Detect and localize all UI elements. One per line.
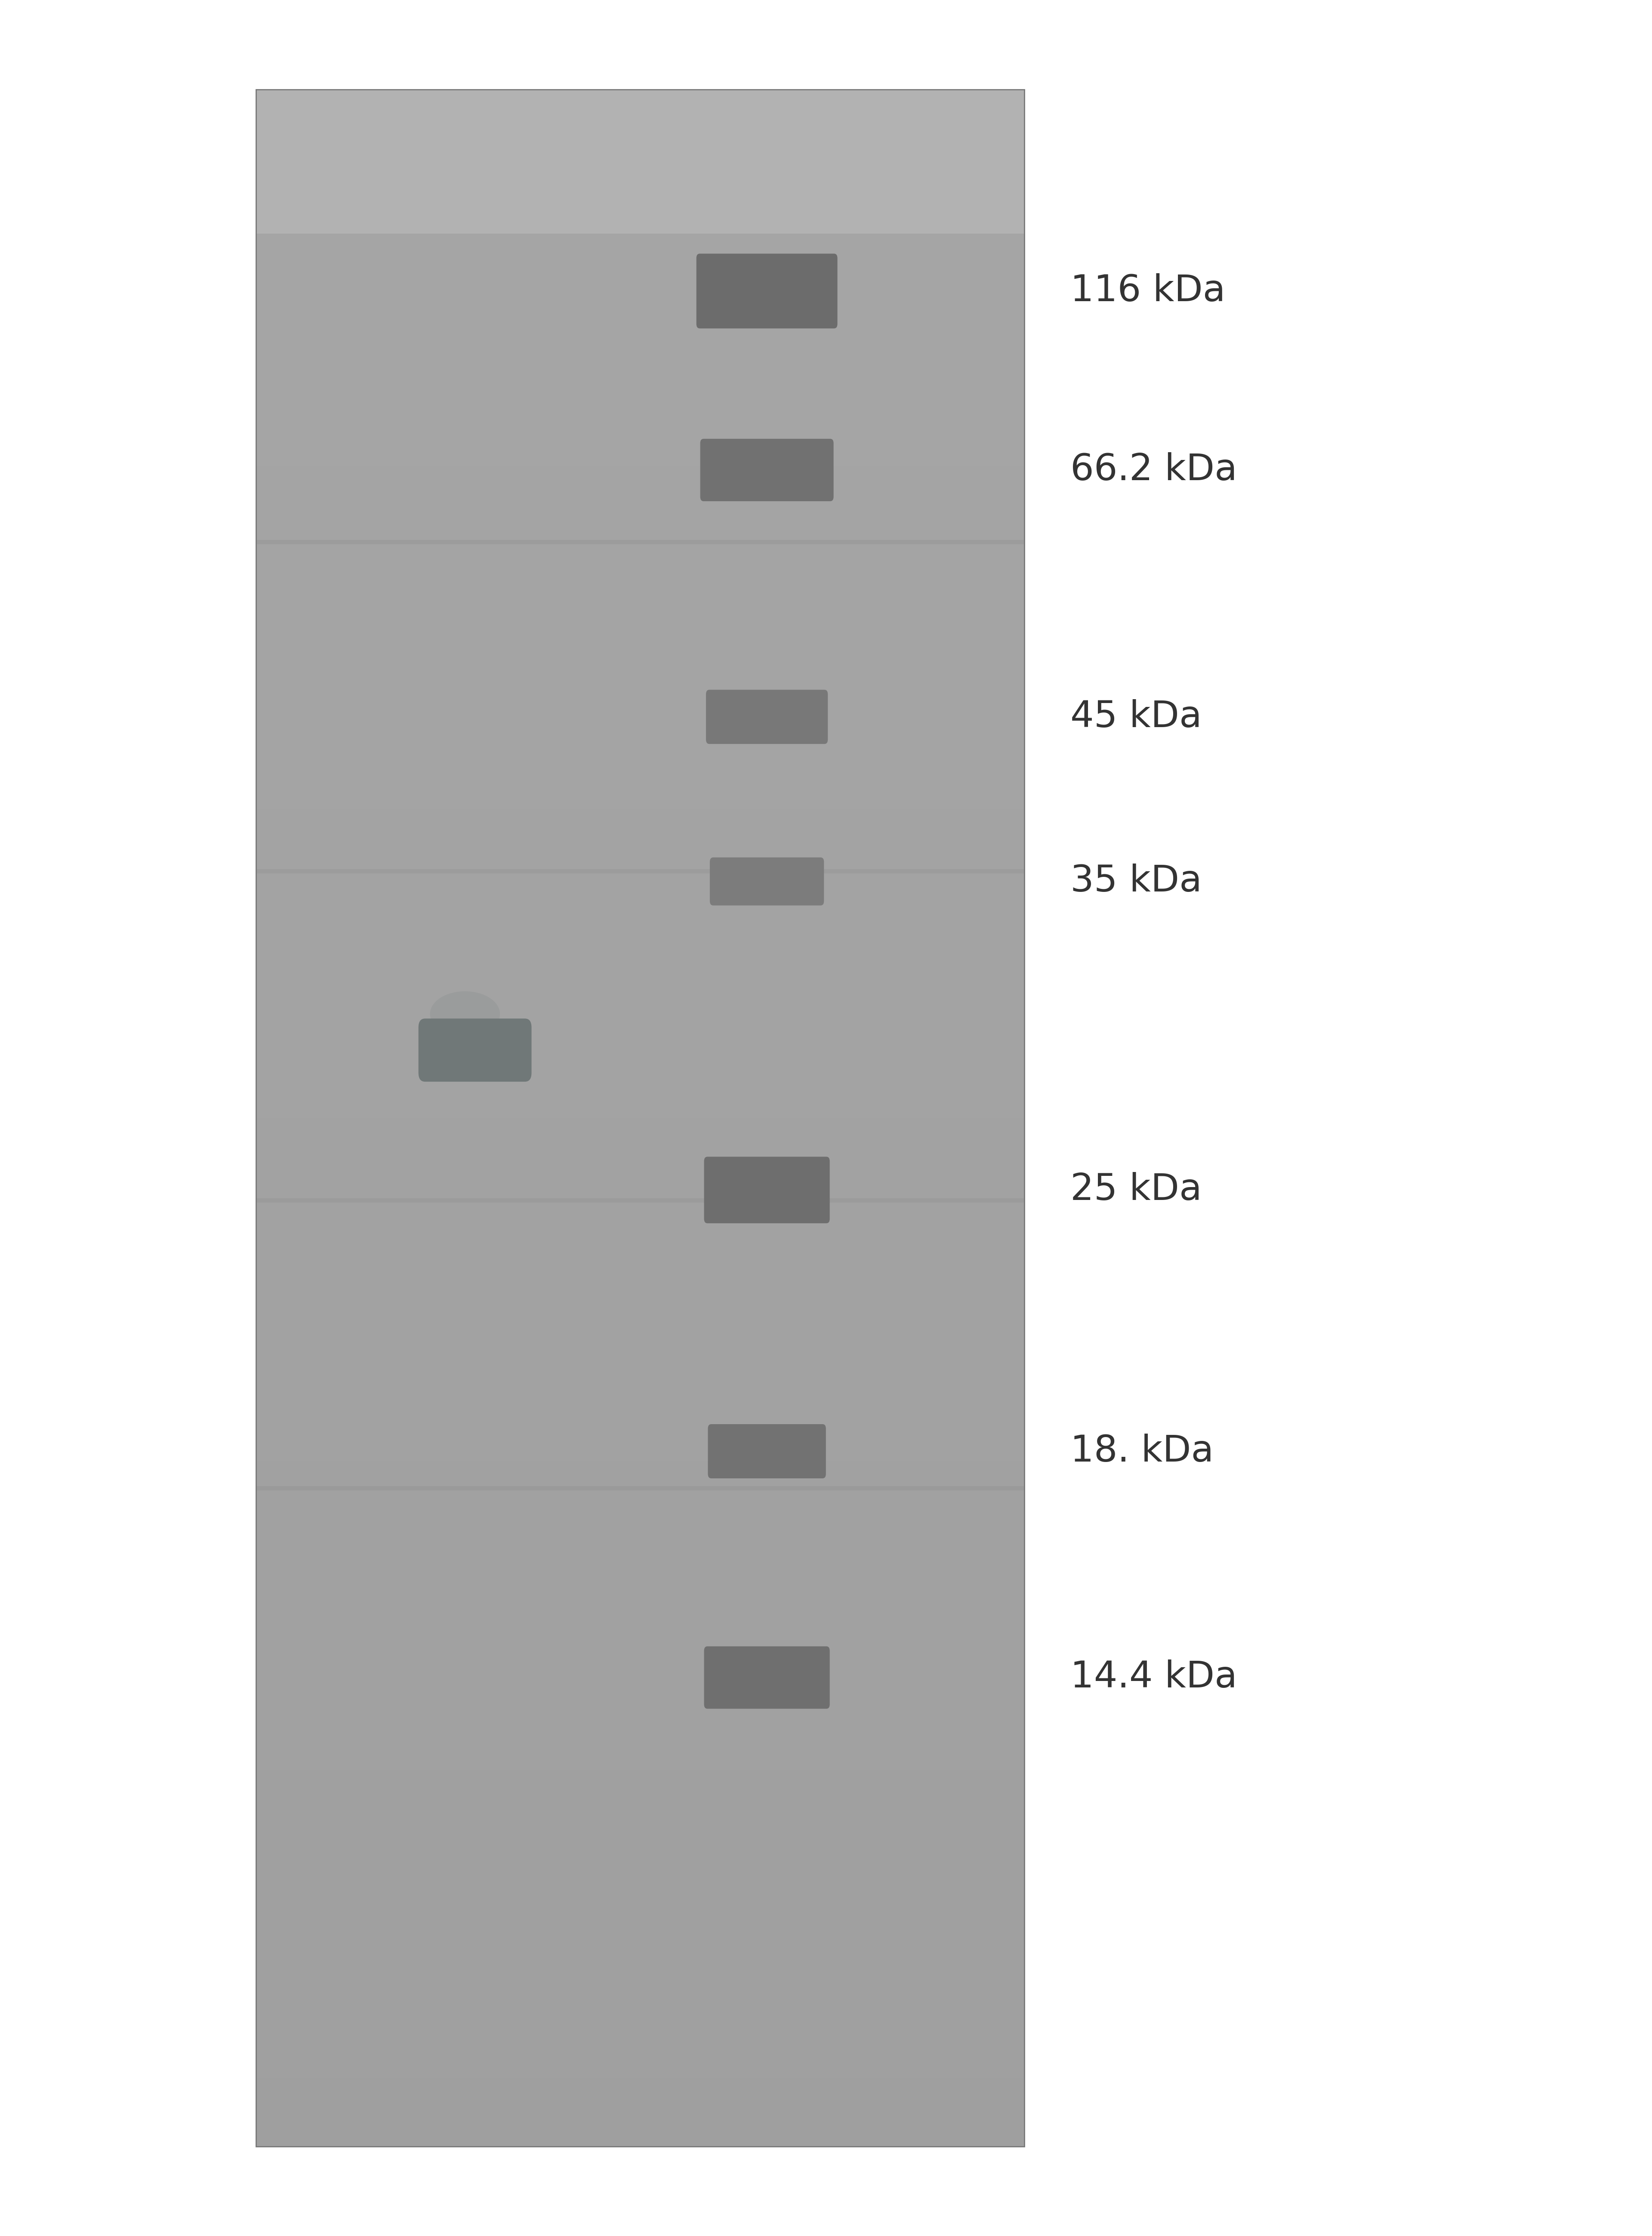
Bar (256, 159, 1024, 192)
FancyBboxPatch shape (704, 1646, 829, 1708)
FancyBboxPatch shape (705, 447, 829, 492)
Bar (256, 843, 1024, 879)
Bar (256, 539, 1024, 543)
FancyBboxPatch shape (714, 863, 821, 899)
Bar (256, 1941, 1024, 1974)
FancyBboxPatch shape (700, 438, 834, 501)
Bar (256, 2044, 1024, 2077)
Bar (256, 570, 1024, 604)
Bar (256, 1735, 1024, 1769)
Bar (256, 1357, 1024, 1393)
Bar (256, 1496, 1024, 1529)
Bar (256, 1632, 1024, 1666)
Bar (256, 707, 1024, 740)
Bar (256, 123, 1024, 159)
Bar (256, 364, 1024, 398)
Bar (256, 1187, 1024, 1221)
Bar (256, 982, 1024, 1015)
Bar (256, 1254, 1024, 1290)
FancyBboxPatch shape (697, 253, 838, 329)
Bar (256, 879, 1024, 912)
Bar (256, 1049, 1024, 1084)
Bar (256, 1324, 1024, 1357)
FancyBboxPatch shape (702, 264, 833, 318)
Bar (256, 946, 1024, 982)
Bar (256, 1015, 1024, 1049)
FancyBboxPatch shape (709, 1424, 826, 1478)
Bar (256, 1487, 1024, 1491)
Bar (256, 1393, 1024, 1427)
Text: 14.4 kDa: 14.4 kDa (1070, 1659, 1237, 1695)
Bar (256, 262, 1024, 295)
FancyBboxPatch shape (704, 1156, 829, 1223)
Bar (256, 1221, 1024, 1254)
Bar (256, 870, 1024, 874)
Text: 116 kDa: 116 kDa (1070, 273, 1226, 309)
Bar (256, 1974, 1024, 2010)
FancyBboxPatch shape (705, 689, 828, 745)
Bar (256, 89, 1024, 123)
Bar (256, 1563, 1024, 1599)
Bar (256, 1427, 1024, 1460)
Bar (256, 1529, 1024, 1563)
Bar (256, 192, 1024, 226)
Bar (256, 329, 1024, 364)
Bar (256, 1084, 1024, 1118)
Bar (256, 432, 1024, 467)
Bar (256, 740, 1024, 776)
Bar (256, 2010, 1024, 2044)
Bar (256, 226, 1024, 262)
FancyBboxPatch shape (418, 1020, 532, 1082)
Text: 45 kDa: 45 kDa (1070, 700, 1203, 736)
Bar (256, 673, 1024, 707)
Ellipse shape (430, 991, 501, 1038)
Text: 66.2 kDa: 66.2 kDa (1070, 452, 1237, 487)
Bar (256, 1804, 1024, 1838)
Bar (256, 501, 1024, 534)
Bar (256, 2077, 1024, 2113)
Bar (256, 534, 1024, 570)
Bar (256, 1838, 1024, 1872)
Bar (256, 1198, 1024, 1203)
Bar (256, 637, 1024, 673)
FancyBboxPatch shape (710, 856, 824, 906)
Bar (256, 604, 1024, 637)
Bar (256, 1666, 1024, 1702)
FancyBboxPatch shape (710, 698, 824, 738)
FancyBboxPatch shape (709, 1165, 826, 1214)
Bar (256, 1290, 1024, 1324)
Bar (256, 912, 1024, 946)
Bar (256, 1769, 1024, 1804)
Text: 25 kDa: 25 kDa (1070, 1172, 1203, 1207)
Bar (256, 398, 1024, 432)
Bar (256, 1872, 1024, 1907)
Bar (256, 1907, 1024, 1941)
Bar (256, 467, 1024, 501)
Bar (256, 2113, 1024, 2147)
FancyBboxPatch shape (712, 1431, 823, 1471)
Bar (256, 1118, 1024, 1152)
Bar (256, 1152, 1024, 1187)
Bar (256, 295, 1024, 329)
Text: 18. kDa: 18. kDa (1070, 1433, 1214, 1469)
Bar (256, 809, 1024, 843)
Bar (256, 1460, 1024, 1496)
Bar (256, 1702, 1024, 1735)
Bar (256, 89, 1024, 233)
Bar (256, 776, 1024, 809)
Text: 35 kDa: 35 kDa (1070, 863, 1203, 899)
Bar (256, 89, 1024, 2147)
FancyBboxPatch shape (709, 1655, 826, 1699)
Bar (256, 1599, 1024, 1632)
